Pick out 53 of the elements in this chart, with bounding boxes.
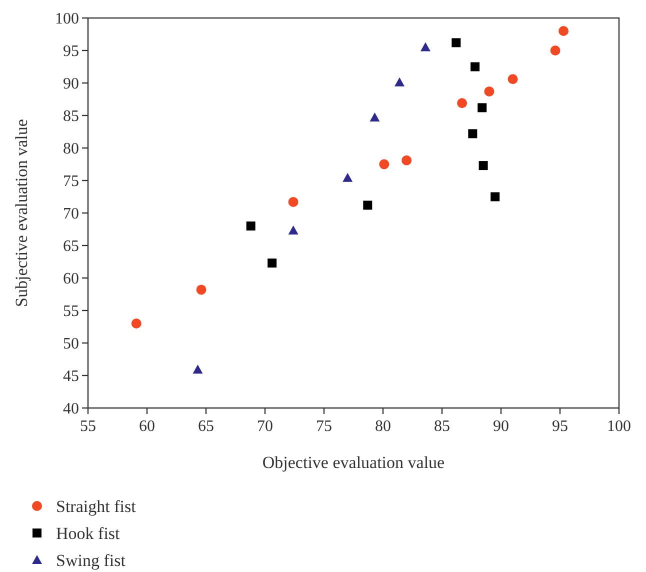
point [558,26,569,36]
point [342,172,353,182]
point [490,192,500,202]
x-tick-label: 60 [139,418,155,435]
x-tick-label: 75 [316,418,332,435]
legend-label: Hook fist [56,524,120,543]
legend-label: Swing fist [56,551,126,570]
point [192,364,203,374]
y-tick-label: 65 [63,238,79,255]
x-tick-label: 65 [198,418,214,435]
y-tick-label: 75 [63,173,79,190]
point [484,86,494,96]
point [246,222,256,230]
point [370,112,380,122]
point [457,98,468,108]
point [131,318,142,328]
y-tick-label: 45 [63,368,79,385]
x-tick-label: 70 [257,418,273,435]
point [468,129,478,138]
x-tick-label: 90 [493,418,509,435]
x-tick-label: 85 [434,418,450,435]
y-tick-label: 50 [63,336,79,352]
point [470,62,480,72]
point [508,74,518,84]
x-axis-title: Objective evaluation value [262,453,445,472]
point [394,77,405,86]
y-tick-label: 55 [63,303,79,320]
point [420,42,430,52]
y-tick-label: 60 [63,270,79,288]
x-tick-label: 100 [607,418,631,435]
point [452,38,461,48]
x-tick-label: 80 [375,418,391,435]
point [478,103,487,112]
legend-label: Straight fist [56,497,136,516]
point [478,161,488,170]
y-tick-label: 70 [63,206,79,222]
y-tick-label: 40 [63,400,79,418]
y-tick-label: 95 [63,43,79,60]
y-tick-label: 85 [63,108,79,125]
point [196,284,206,295]
y-tick-label: 90 [63,76,79,92]
point [288,226,298,235]
y-axis-title: Subjective evaluation value [12,119,31,307]
point [379,159,390,170]
y-tick-label: 80 [63,140,79,158]
point [268,258,277,268]
point [550,46,560,56]
point [402,155,412,166]
x-tick-label: 55 [80,418,96,435]
x-tick-label: 95 [552,418,568,435]
y-tick-label: 100 [55,10,79,28]
point [288,196,298,207]
point [363,200,372,210]
